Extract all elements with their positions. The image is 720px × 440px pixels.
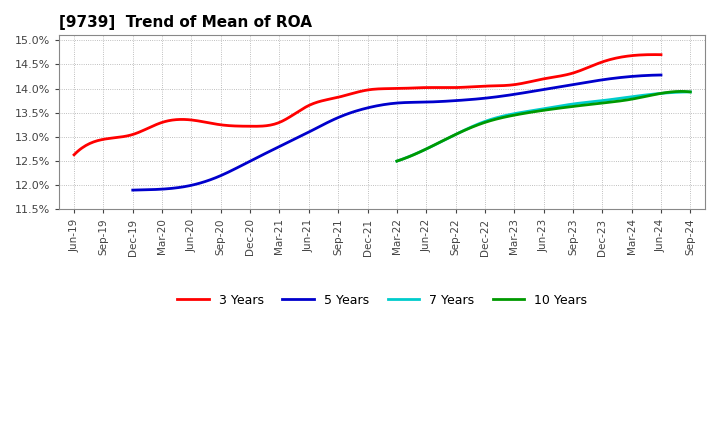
Legend: 3 Years, 5 Years, 7 Years, 10 Years: 3 Years, 5 Years, 7 Years, 10 Years xyxy=(173,289,592,312)
Text: [9739]  Trend of Mean of ROA: [9739] Trend of Mean of ROA xyxy=(60,15,312,30)
